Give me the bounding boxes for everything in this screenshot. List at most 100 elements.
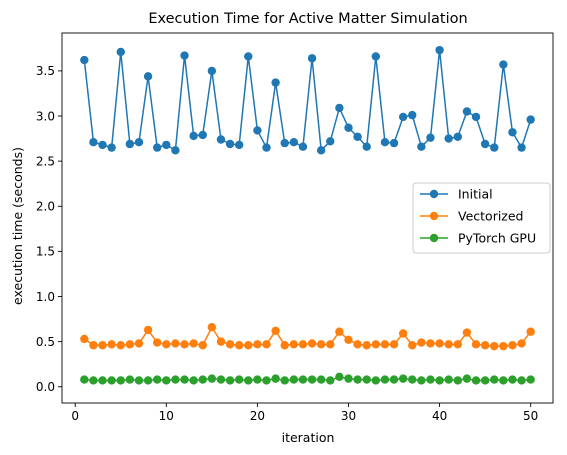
data-point-initial [189,131,198,141]
data-point-pytorch-gpu [362,375,371,384]
legend-entries: Initial Vectorized PyTorch GPU [420,187,536,246]
data-point-vectorized [152,338,162,347]
data-point-vectorized [371,340,381,349]
data-point-initial [471,112,481,122]
data-point-vectorized [225,340,235,349]
data-point-initial [134,137,144,147]
data-point-vectorized [271,326,280,336]
data-point-vectorized [207,322,217,332]
data-point-vectorized [398,329,408,338]
data-point-vectorized [289,340,299,349]
data-point-pytorch-gpu [335,372,344,382]
x-axis-label: iteration [282,430,335,445]
data-point-initial [490,143,499,152]
data-point-initial [225,139,235,149]
data-point-pytorch-gpu [353,375,362,384]
data-point-pytorch-gpu [435,376,444,385]
data-point-pytorch-gpu [80,375,89,384]
data-point-initial [380,137,390,147]
series-pytorch-gpu [80,372,535,385]
data-point-initial [326,137,335,146]
data-point-vectorized [116,341,125,350]
data-point-vectorized [380,340,390,349]
data-point-vectorized [362,341,371,350]
data-point-vectorized [517,339,526,348]
data-point-initial [389,138,399,148]
data-point-vectorized [353,340,362,349]
data-point-vectorized [426,339,435,348]
data-point-initial [417,142,426,151]
y-tick-label: 2.5 [36,154,55,168]
data-point-pytorch-gpu [234,375,244,384]
data-point-pytorch-gpu [89,376,98,385]
data-point-pytorch-gpu [225,376,235,385]
data-point-pytorch-gpu [189,376,198,385]
y-tick-label: 0.0 [36,380,55,394]
data-point-vectorized [280,341,289,350]
data-point-vectorized [526,327,535,336]
data-point-initial [171,146,180,155]
data-point-pytorch-gpu [298,375,308,384]
data-point-pytorch-gpu [180,375,189,384]
data-point-initial [89,137,98,147]
data-point-initial [362,142,371,151]
data-point-initial [480,139,490,149]
data-point-initial [335,103,344,113]
data-point-vectorized [453,340,463,349]
data-point-pytorch-gpu [344,374,353,383]
data-point-initial [162,140,171,150]
data-point-pytorch-gpu [316,375,326,384]
data-point-pytorch-gpu [198,375,207,384]
data-point-pytorch-gpu [107,376,116,385]
data-point-initial [143,72,153,81]
data-point-vectorized [234,341,244,350]
data-point-initial [444,134,453,143]
legend-label-initial: Initial [458,187,493,202]
data-point-vectorized [344,335,353,345]
data-point-pytorch-gpu [271,374,280,383]
data-point-pytorch-gpu [480,376,490,385]
data-point-pytorch-gpu [326,376,335,385]
data-point-initial [80,55,89,65]
data-point-vectorized [499,341,508,351]
data-point-pytorch-gpu [389,375,399,384]
data-point-vectorized [298,340,308,349]
data-point-vectorized [508,341,517,350]
data-point-vectorized [262,340,271,349]
data-point-vectorized [134,339,144,348]
data-point-pytorch-gpu [508,375,517,384]
data-point-vectorized [307,339,317,348]
chart-title: Execution Time for Active Matter Simulat… [148,11,467,27]
data-point-initial [289,137,299,147]
data-point-initial [216,135,226,144]
data-point-initial [398,112,408,122]
data-point-pytorch-gpu [426,375,435,384]
data-point-pytorch-gpu [244,376,253,385]
plot-frame [61,32,554,404]
data-point-initial [435,45,444,55]
data-point-pytorch-gpu [289,375,299,384]
y-tick-label: 2.0 [36,200,55,214]
x-tick-label: 20 [250,409,265,423]
data-point-vectorized [471,340,481,349]
data-point-vectorized [417,338,426,347]
data-point-initial [207,66,217,76]
data-point-vectorized [189,339,198,348]
data-point-pytorch-gpu [417,376,426,385]
data-point-pytorch-gpu [207,374,217,383]
data-point-initial [371,52,381,61]
data-point-pytorch-gpu [517,376,526,385]
x-tick-label: 30 [341,409,356,423]
data-point-initial [198,130,207,140]
data-point-pytorch-gpu [462,374,472,383]
data-point-vectorized [89,341,98,350]
data-point-vectorized [162,340,171,349]
y-axis: 0.0 0.5 1.0 1.5 2.0 2.5 3.0 3.5 [36,64,62,394]
data-point-pytorch-gpu [134,376,144,385]
data-point-pytorch-gpu [471,376,481,385]
data-point-initial [517,143,526,152]
data-point-pytorch-gpu [453,376,463,385]
data-point-pytorch-gpu [526,375,535,384]
data-point-initial [271,78,280,87]
